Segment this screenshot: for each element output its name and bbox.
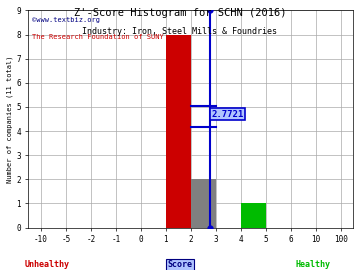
Text: Industry: Iron, Steel Mills & Foundries: Industry: Iron, Steel Mills & Foundries <box>82 27 278 36</box>
Text: ©www.textbiz.org: ©www.textbiz.org <box>32 17 100 23</box>
Bar <box>166 35 191 228</box>
Text: Healthy: Healthy <box>296 260 331 269</box>
Bar <box>191 179 216 228</box>
Bar <box>241 203 266 228</box>
Text: Unhealthy: Unhealthy <box>24 260 69 269</box>
Y-axis label: Number of companies (11 total): Number of companies (11 total) <box>7 55 13 183</box>
Text: Score: Score <box>167 260 193 269</box>
Text: 2.7721: 2.7721 <box>211 110 244 119</box>
Text: Z'-Score Histogram for SCHN (2016): Z'-Score Histogram for SCHN (2016) <box>74 8 286 18</box>
Text: The Research Foundation of SUNY: The Research Foundation of SUNY <box>32 34 163 40</box>
